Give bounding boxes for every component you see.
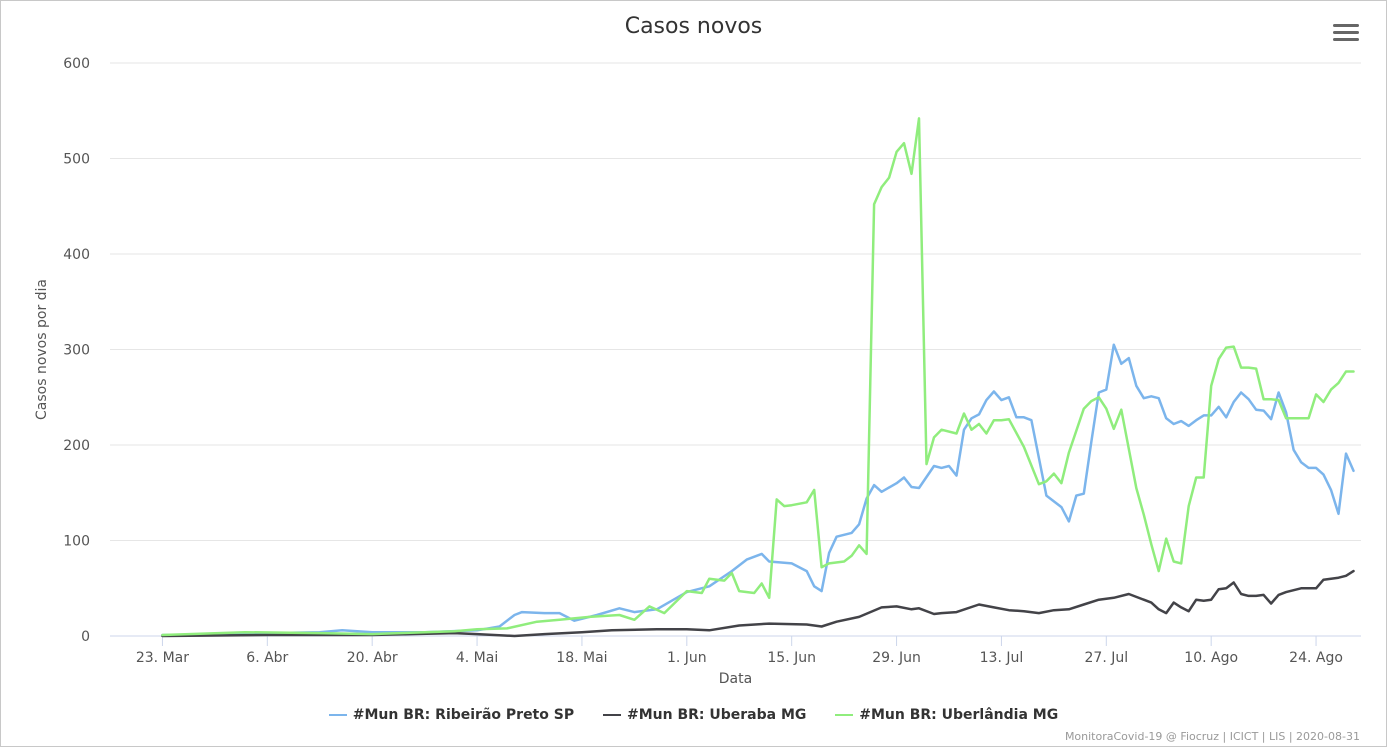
x-tick-label: 1. Jun xyxy=(667,650,707,666)
legend-label: #Mun BR: Uberlândia MG xyxy=(859,707,1059,723)
x-tick-label: 10. Ago xyxy=(1184,650,1238,666)
x-tick-label: 18. Mai xyxy=(556,650,607,666)
hamburger-menu-icon[interactable] xyxy=(1333,24,1359,42)
chart-credits[interactable]: MonitoraCovid-19 @ Fiocruz | ICICT | LIS… xyxy=(1064,730,1360,743)
y-tick-label: 600 xyxy=(63,56,90,72)
x-tick-label: 24. Ago xyxy=(1289,650,1343,666)
series-line-0 xyxy=(161,343,1355,637)
legend-swatch xyxy=(835,714,854,716)
x-tick-label: 13. Jul xyxy=(980,650,1024,666)
legend-label: #Mun BR: Uberaba MG xyxy=(626,707,807,723)
chart-legend: #Mun BR: Ribeirão Preto SP #Mun BR: Uber… xyxy=(0,707,1387,723)
x-tick-label: 6. Abr xyxy=(246,650,288,666)
x-tick-label: 4. Mai xyxy=(456,650,498,666)
series-line-2 xyxy=(161,117,1355,637)
y-tick-label: 200 xyxy=(63,438,90,454)
x-axis-title: Data xyxy=(719,671,752,687)
legend-swatch xyxy=(602,714,621,716)
y-tick-label: 100 xyxy=(63,534,90,550)
x-tick-label: 27. Jul xyxy=(1085,650,1129,666)
legend-item-ribeirao-preto[interactable]: #Mun BR: Ribeirão Preto SP xyxy=(328,707,575,723)
legend-swatch xyxy=(328,714,347,716)
y-tick-label: 0 xyxy=(81,629,90,645)
x-tick-label: 29. Jun xyxy=(872,650,921,666)
legend-label: #Mun BR: Ribeirão Preto SP xyxy=(352,707,575,723)
series-line-1 xyxy=(161,569,1355,638)
x-tick-label: 15. Jun xyxy=(767,650,816,666)
x-tick-label: 23. Mar xyxy=(136,650,189,666)
legend-item-uberlandia[interactable]: #Mun BR: Uberlândia MG xyxy=(835,707,1058,723)
legend-item-uberaba[interactable]: #Mun BR: Uberaba MG xyxy=(602,707,807,723)
y-tick-label: 300 xyxy=(63,343,90,359)
y-tick-label: 400 xyxy=(63,247,90,263)
chart-title: Casos novos xyxy=(624,14,763,39)
y-axis-title: Casos novos por dia xyxy=(34,279,50,420)
y-tick-label: 500 xyxy=(63,152,90,168)
x-tick-label: 20. Abr xyxy=(347,650,398,666)
